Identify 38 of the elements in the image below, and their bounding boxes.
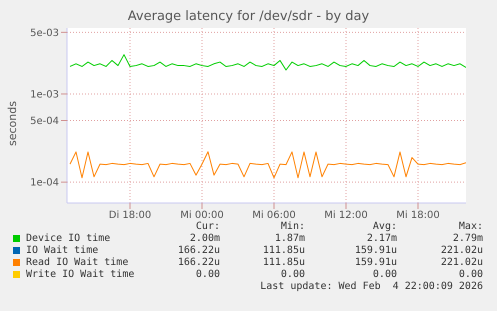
text: 221.02u bbox=[440, 257, 483, 268]
legend-label: Read IO Wait time bbox=[26, 257, 128, 268]
legend-label: Write IO Wait time bbox=[26, 269, 134, 280]
text: 166.22u bbox=[178, 257, 220, 268]
chart-title: Average latency for /dev/sdr - by day bbox=[126, 9, 370, 24]
line-series bbox=[70, 151, 466, 178]
text: 2.17m bbox=[366, 233, 397, 244]
x-tick-label: Mi 06:00 bbox=[252, 210, 296, 222]
text: 111.85u bbox=[262, 245, 305, 256]
text: 0.00 bbox=[372, 269, 397, 280]
y-tick-label: 1e-04 bbox=[30, 178, 59, 189]
text: Last update: Wed Feb 4 22:00:09 2026 bbox=[260, 281, 483, 292]
x-tick-label: Mi 12:00 bbox=[324, 210, 368, 222]
text: 1.87m bbox=[274, 233, 305, 244]
legend-label: Device IO time bbox=[26, 233, 110, 244]
x-tick-label: Mi 00:00 bbox=[180, 210, 224, 222]
text: 0.00 bbox=[458, 269, 483, 280]
text: 0.00 bbox=[196, 269, 220, 280]
text: 159.91u bbox=[354, 245, 397, 256]
y-tick-label: 1e-03 bbox=[30, 90, 59, 101]
x-tick-label: Mi 18:00 bbox=[396, 210, 440, 222]
x-tick-label: Di 18:00 bbox=[108, 210, 152, 222]
y-tick-label: 5e-04 bbox=[30, 116, 59, 128]
text: 111.85u bbox=[262, 257, 305, 268]
legend-label: IO Wait time bbox=[26, 245, 98, 256]
text: 2.79m bbox=[452, 233, 483, 244]
line-series bbox=[70, 54, 466, 70]
text: Max: bbox=[458, 221, 483, 232]
text: 159.91u bbox=[354, 257, 397, 268]
text: Min: bbox=[280, 221, 305, 232]
text: Avg: bbox=[372, 221, 397, 232]
text: 166.22u bbox=[178, 245, 220, 256]
y-tick-label: 5e-03 bbox=[30, 28, 59, 39]
text: 2.00m bbox=[190, 233, 220, 244]
text: 0.00 bbox=[280, 269, 305, 280]
text: Cur: bbox=[196, 221, 220, 232]
y-axis-title: seconds bbox=[6, 101, 19, 146]
text: 221.02u bbox=[440, 245, 483, 256]
